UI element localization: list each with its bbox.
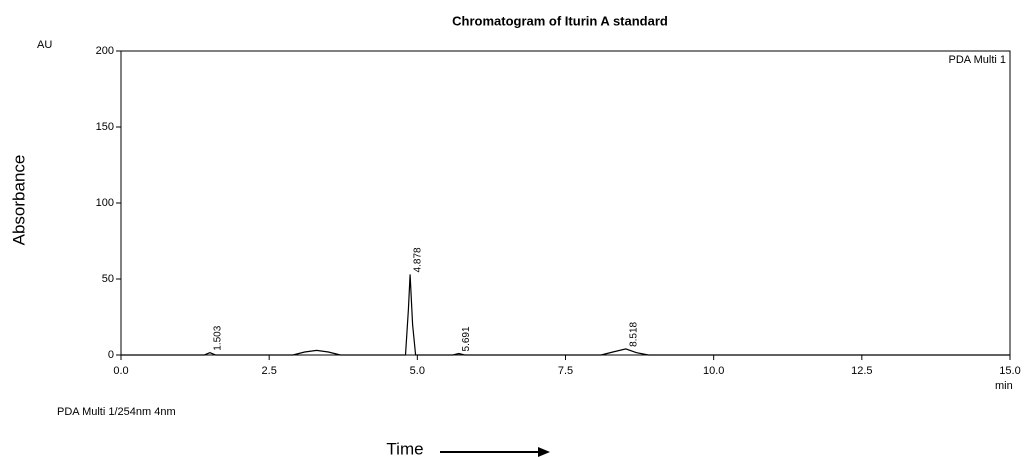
x-tick-label: 15.0: [999, 365, 1020, 377]
y-unit: AU: [37, 39, 52, 51]
x-tick-label: 2.5: [262, 365, 277, 377]
y-tick-label: 0: [108, 349, 114, 361]
x-tick-label: 7.5: [558, 365, 573, 377]
plot-frame: [120, 50, 1011, 356]
peak-label: 8.518: [628, 321, 639, 346]
y-tick-label: 50: [102, 273, 114, 285]
x-tick-label: 12.5: [851, 365, 872, 377]
time-arrowhead: [538, 447, 550, 457]
peak-label: 4.878: [413, 247, 424, 272]
y-tick-label: 150: [96, 121, 114, 133]
x-tick-label: 10.0: [703, 365, 724, 377]
footnote: PDA Multi 1/254nm 4nm: [57, 406, 176, 418]
x-axis-title: Time: [386, 439, 423, 457]
x-tick-label: 5.0: [410, 365, 425, 377]
chart-title: Chromatogram of Iturin A standard: [452, 13, 668, 28]
y-axis-title: Absorbance: [9, 155, 28, 246]
peak-label: 5.691: [461, 326, 472, 351]
signal-trace: [121, 274, 1010, 356]
y-tick-label: 100: [96, 197, 114, 209]
x-tick-label: 0.0: [113, 365, 128, 377]
x-unit: min: [995, 380, 1013, 392]
y-tick-label: 200: [96, 45, 114, 57]
peak-label: 1.503: [213, 325, 224, 350]
legend-label: PDA Multi 1: [949, 54, 1006, 66]
